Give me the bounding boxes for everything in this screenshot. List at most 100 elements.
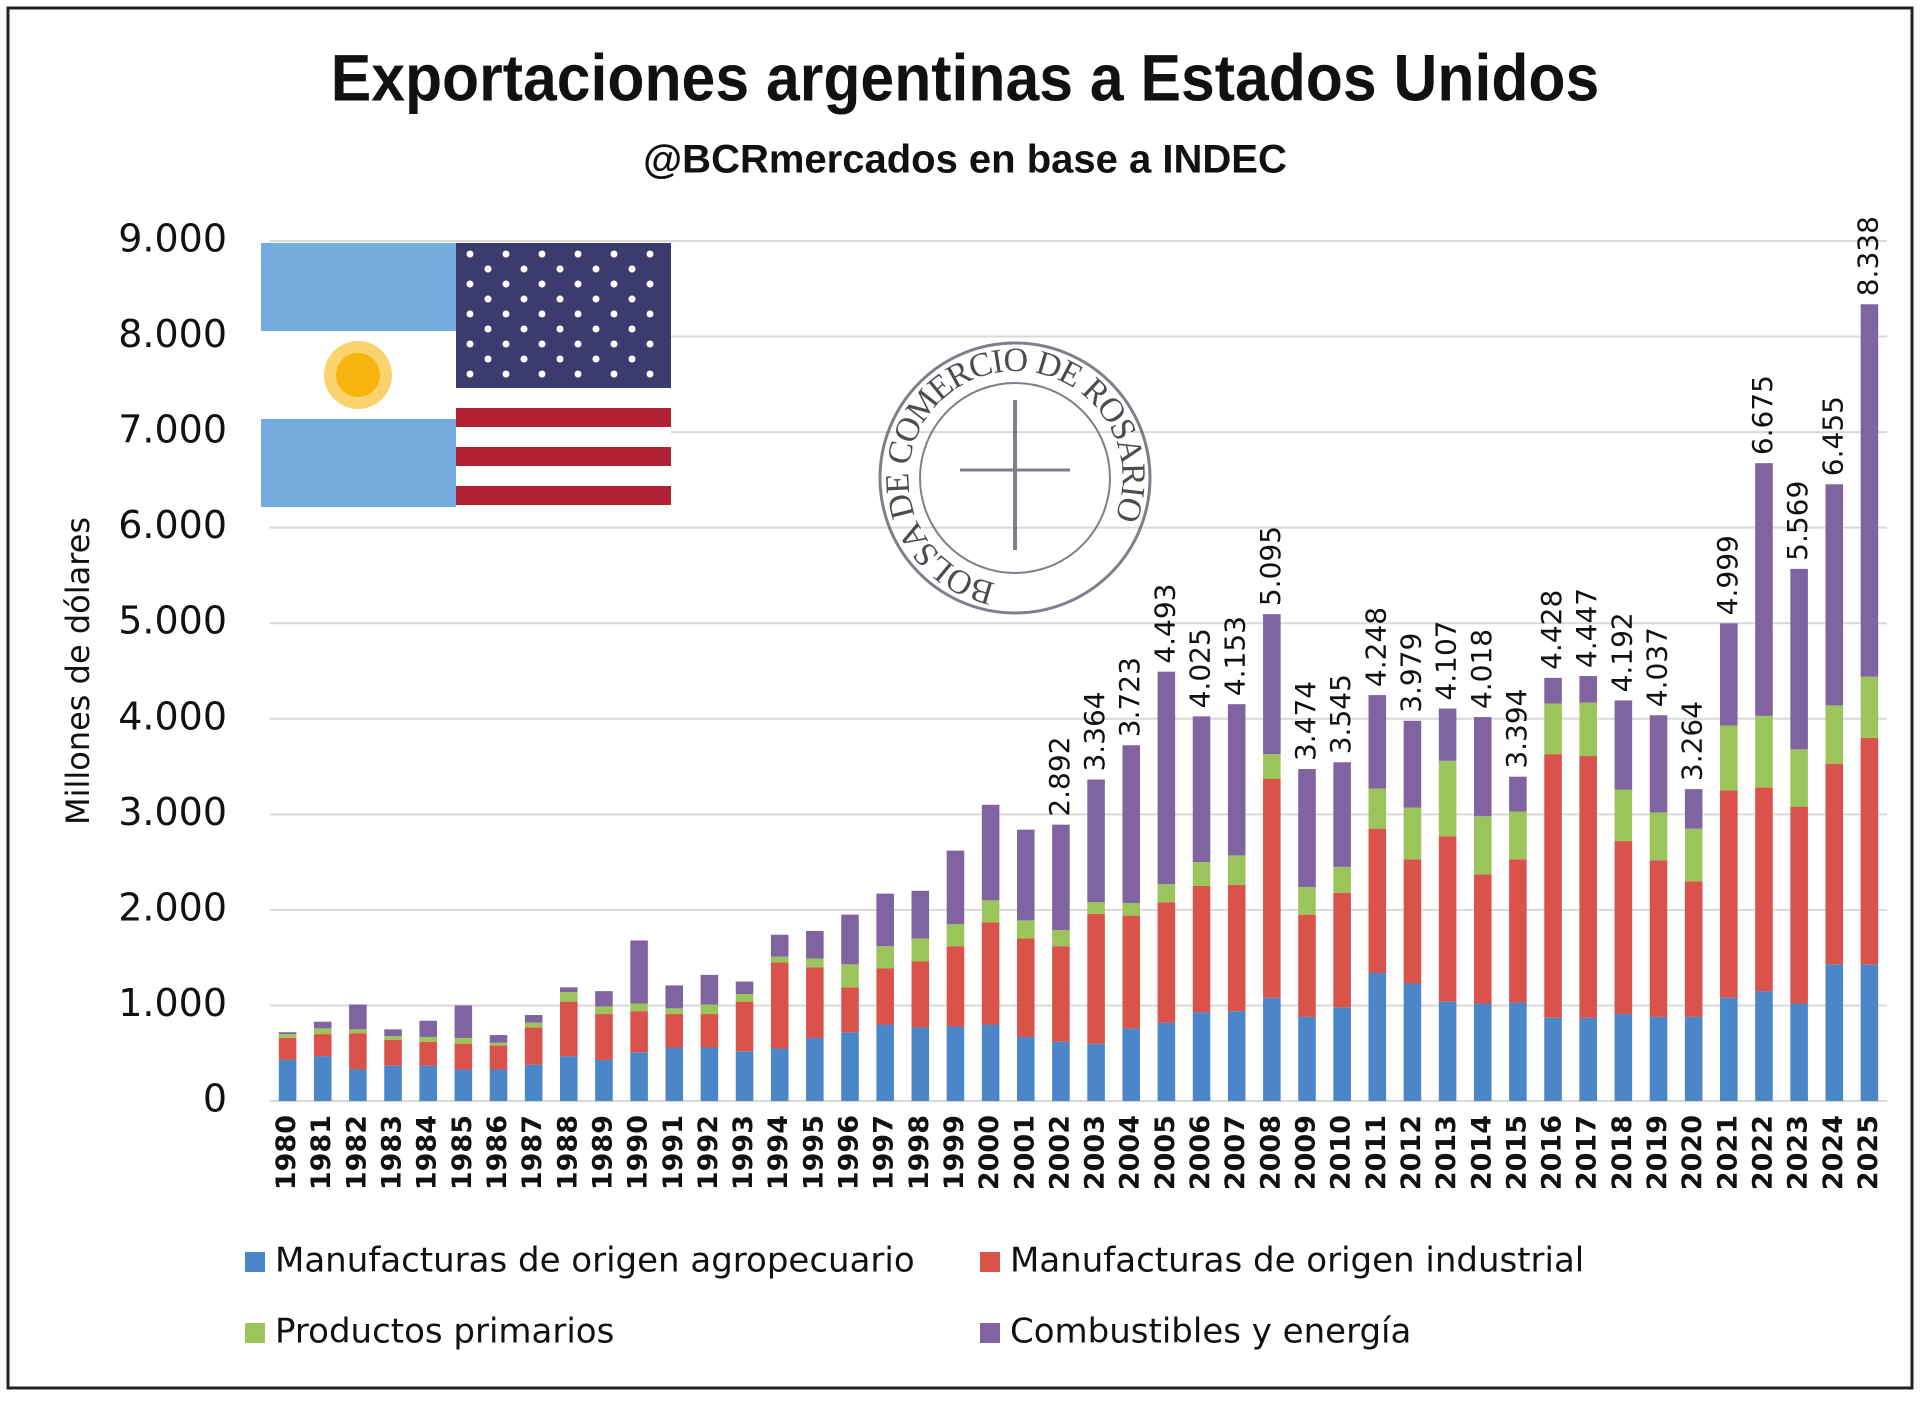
bar-segment — [841, 964, 859, 988]
bar-segment — [419, 1020, 437, 1037]
x-tick-label: 1997 — [869, 1115, 900, 1190]
x-tick-label: 2010 — [1326, 1115, 1357, 1190]
bar-segment — [1509, 859, 1527, 1003]
bar-segment — [1016, 1036, 1035, 1101]
x-tick-label: 2011 — [1361, 1115, 1392, 1190]
bar-segment — [1157, 902, 1176, 1023]
legend: Manufacturas de origen agropecuario Manuf… — [245, 1241, 1584, 1352]
bar-segment — [981, 922, 1000, 1025]
bar-segment — [454, 1043, 473, 1070]
x-tick-label: 1990 — [623, 1115, 654, 1190]
bar-segment — [1473, 1003, 1492, 1101]
bar-segment — [700, 1014, 719, 1048]
bar-segment — [1333, 1007, 1351, 1101]
bar-segment — [735, 1001, 754, 1052]
bar-segment — [1649, 812, 1668, 861]
bar-segment — [1684, 881, 1703, 1017]
x-tick-label: 2024 — [1818, 1115, 1849, 1190]
bar-segment — [1755, 463, 1773, 716]
x-tick-label: 1986 — [482, 1115, 513, 1190]
bar-segment — [384, 1036, 402, 1040]
bar-segment — [1016, 920, 1035, 939]
x-tick-label: 2002 — [1044, 1115, 1075, 1190]
x-tick-label: 1980 — [271, 1115, 302, 1190]
bar-segment — [1825, 964, 1844, 1101]
total-label: 4.493 — [1148, 583, 1181, 663]
bar-segment — [560, 987, 578, 993]
bar-segment — [1544, 677, 1562, 704]
bar-segment — [1122, 915, 1141, 1029]
bar-segment — [700, 974, 719, 1005]
bar-segment — [1052, 946, 1070, 1042]
bar-segment — [1614, 700, 1633, 790]
bar-segment — [1614, 841, 1633, 1015]
bar-segment — [735, 993, 754, 1002]
bar-segment — [1157, 671, 1176, 885]
bar-segment — [841, 987, 859, 1033]
x-tick-label: 1989 — [587, 1115, 618, 1190]
total-label: 4.192 — [1605, 612, 1638, 692]
bar-segment — [1122, 1028, 1141, 1101]
bar-segment — [419, 1041, 437, 1066]
bar-segment — [1298, 886, 1316, 915]
bar-segment — [313, 1021, 332, 1029]
bar-segment — [1368, 972, 1387, 1101]
bar-segment — [630, 1011, 648, 1053]
bar-segment — [1368, 788, 1387, 829]
bar-segment — [1263, 997, 1281, 1101]
bar-segment — [1087, 1043, 1105, 1101]
x-tick-label: 2003 — [1080, 1115, 1111, 1190]
bar-segment — [1684, 789, 1703, 829]
x-tick-label: 1981 — [306, 1115, 337, 1190]
x-tick-label: 2021 — [1712, 1115, 1743, 1190]
bar-segment — [1403, 720, 1422, 808]
x-tick-label: 1987 — [517, 1115, 548, 1190]
argentina-flag — [261, 243, 456, 507]
x-tick-label: 2017 — [1572, 1115, 1603, 1190]
bar-segment — [1509, 1002, 1527, 1101]
bar-segment — [313, 1056, 332, 1101]
bar-segment — [349, 1069, 367, 1101]
bar-segment — [1755, 787, 1773, 992]
bar-segment — [1825, 705, 1844, 764]
legend-swatch — [980, 1252, 1000, 1272]
bar-segment — [384, 1065, 402, 1101]
total-label: 6.455 — [1816, 396, 1849, 476]
bar-segment — [1087, 902, 1105, 914]
x-tick-label: 2005 — [1150, 1115, 1181, 1190]
bar-segment — [630, 1003, 648, 1012]
bar-segment — [278, 1034, 297, 1038]
x-tick-label: 1993 — [728, 1115, 759, 1190]
bar-segment — [1192, 716, 1211, 863]
x-tick-label: 1995 — [798, 1115, 829, 1190]
bar-segment — [1192, 862, 1211, 886]
bar-segment — [806, 958, 824, 968]
bar-segment — [1614, 789, 1633, 842]
total-label: 3.364 — [1078, 691, 1111, 771]
total-label: 4.025 — [1184, 628, 1217, 708]
bar-segment — [876, 968, 894, 1025]
x-tick-label: 1991 — [658, 1115, 689, 1190]
x-tick-label: 2020 — [1677, 1115, 1708, 1190]
bar-segment — [1016, 938, 1035, 1037]
bar-segment — [1544, 703, 1562, 755]
bar-segment — [665, 985, 684, 1009]
bar-segment — [1579, 1017, 1597, 1101]
x-tick-label: 2015 — [1501, 1115, 1532, 1190]
bar-segment — [1368, 695, 1387, 789]
bar-segment — [489, 1042, 508, 1046]
legend-swatch — [245, 1323, 265, 1343]
bar-segment — [524, 1027, 543, 1065]
bar-segment — [841, 914, 859, 965]
bar-segment — [349, 1004, 367, 1030]
bar-segment — [1052, 929, 1070, 947]
bar-segment — [1333, 762, 1351, 867]
x-tick-label: 1988 — [552, 1115, 583, 1190]
bar-segment — [524, 1015, 543, 1023]
bar-segment — [595, 1059, 613, 1101]
bar-segment — [1825, 763, 1844, 965]
bar-segment — [1790, 568, 1808, 750]
bar-segment — [981, 900, 1000, 923]
x-tick-label: 2014 — [1466, 1115, 1497, 1190]
bar-segment — [911, 938, 930, 962]
